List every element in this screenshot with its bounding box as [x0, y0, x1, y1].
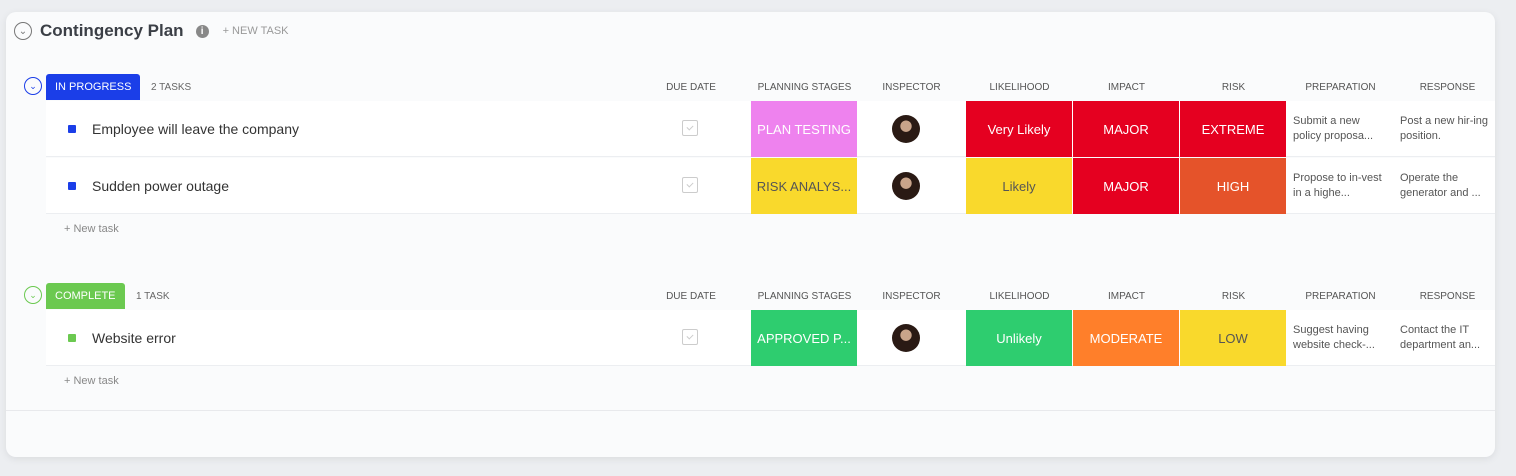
task-count: 1 TASK — [136, 291, 170, 302]
status-group: ⌄ COMPLETE 1 TASK DUE DATE PLANNING STAGES… — [6, 283, 1495, 387]
page-title: Contingency Plan — [40, 21, 184, 40]
column-header[interactable]: IMPACT — [1107, 291, 1146, 302]
task-row[interactable]: Website error APPROVED P... Unlikely MOD… — [46, 310, 1495, 366]
preparation-cell[interactable]: Propose to in-vest in a highe... — [1293, 172, 1382, 199]
impact-cell[interactable]: MODERATE — [1073, 310, 1179, 366]
risk-cell[interactable]: HIGH — [1180, 158, 1286, 214]
likelihood-cell[interactable]: Likely — [966, 158, 1072, 214]
response-cell[interactable]: Operate the generator and ... — [1400, 172, 1481, 199]
status-dot — [68, 334, 76, 342]
divider — [6, 410, 1495, 411]
impact-cell[interactable]: MAJOR — [1073, 158, 1179, 214]
add-task-button[interactable]: + New task — [64, 223, 119, 235]
calendar-icon[interactable] — [682, 120, 698, 136]
collapse-icon[interactable]: ⌄ — [14, 22, 32, 40]
task-name[interactable]: Sudden power outage — [92, 178, 229, 194]
likelihood-cell[interactable]: Unlikely — [966, 310, 1072, 366]
info-icon[interactable]: i — [195, 24, 209, 38]
column-header[interactable]: RISK — [1221, 291, 1246, 302]
task-count: 2 TASKS — [151, 82, 192, 93]
new-task-button[interactable]: + NEW TASK — [222, 25, 289, 37]
task-row[interactable]: Employee will leave the company PLAN TES… — [46, 101, 1495, 157]
avatar[interactable] — [892, 115, 920, 143]
risk-cell[interactable]: LOW — [1180, 310, 1286, 366]
column-header[interactable]: DUE DATE — [666, 291, 716, 302]
response-cell[interactable]: Post a new hir-ing position. — [1400, 115, 1489, 142]
column-header[interactable]: PLANNING STAGES — [757, 82, 852, 93]
column-header[interactable]: LIKELIHOOD — [989, 291, 1050, 302]
column-header[interactable]: IMPACT — [1107, 82, 1146, 93]
add-task-button[interactable]: + New task — [64, 375, 119, 387]
group-collapse-icon[interactable]: ⌄ — [24, 286, 42, 304]
calendar-icon[interactable] — [682, 177, 698, 193]
column-header[interactable]: LIKELIHOOD — [989, 82, 1050, 93]
response-cell[interactable]: Contact the IT department an... — [1400, 324, 1481, 351]
column-header[interactable]: INSPECTOR — [882, 82, 941, 93]
column-header[interactable]: INSPECTOR — [882, 291, 941, 302]
status-group: ⌄ IN PROGRESS 2 TASKS DUE DATE PLANNING ST… — [6, 74, 1495, 235]
list-card: ⌄ Contingency Plan i + NEW TASK ⌄ IN PRO… — [6, 12, 1495, 457]
planning-stage-cell[interactable]: PLAN TESTING — [751, 101, 857, 157]
likelihood-cell[interactable]: Very Likely — [966, 101, 1072, 157]
column-header[interactable]: PREPARATION — [1305, 291, 1376, 302]
column-header[interactable]: DUE DATE — [666, 82, 716, 93]
column-header[interactable]: PLANNING STAGES — [757, 291, 852, 302]
planning-stage-cell[interactable]: RISK ANALYS... — [751, 158, 857, 214]
group-collapse-icon[interactable]: ⌄ — [24, 77, 42, 95]
calendar-icon[interactable] — [682, 329, 698, 345]
risk-cell[interactable]: EXTREME — [1180, 101, 1286, 157]
preparation-cell[interactable]: Suggest having website check-... — [1293, 324, 1375, 351]
column-header[interactable]: PREPARATION — [1305, 82, 1376, 93]
status-badge[interactable]: IN PROGRESS — [46, 74, 141, 100]
impact-cell[interactable]: MAJOR — [1073, 101, 1179, 157]
status-dot — [68, 125, 76, 133]
column-header[interactable]: RESPONSE — [1419, 82, 1476, 93]
status-badge[interactable]: COMPLETE — [46, 283, 125, 309]
task-name[interactable]: Employee will leave the company — [92, 121, 299, 137]
preparation-cell[interactable]: Submit a new policy proposa... — [1293, 115, 1374, 142]
list-header: ⌄ Contingency Plan i + NEW TASK — [14, 21, 289, 41]
avatar[interactable] — [892, 324, 920, 352]
task-name[interactable]: Website error — [92, 330, 176, 346]
avatar[interactable] — [892, 172, 920, 200]
column-header[interactable]: RESPONSE — [1419, 291, 1476, 302]
planning-stage-cell[interactable]: APPROVED P... — [751, 310, 857, 366]
status-dot — [68, 182, 76, 190]
column-header[interactable]: RISK — [1221, 82, 1246, 93]
task-row[interactable]: Sudden power outage RISK ANALYS... Likel… — [46, 158, 1495, 214]
